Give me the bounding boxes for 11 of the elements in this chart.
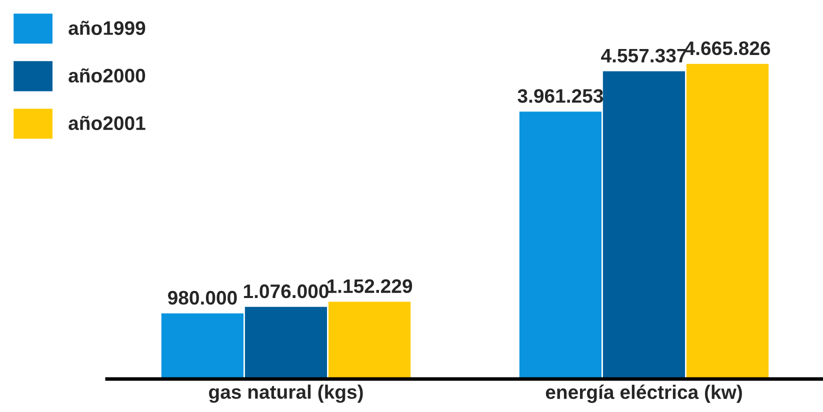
legend-label: año2000 — [68, 68, 146, 83]
x-tick-label: energía eléctrica (kw) — [546, 384, 742, 403]
data-label: 4.665.826 — [684, 41, 770, 56]
legend-label: año2001 — [68, 116, 146, 130]
data-label: 1.152.229 — [328, 279, 412, 294]
data-label: 1.076.000 — [244, 284, 328, 298]
legend-label: año1999 — [68, 20, 146, 35]
data-label: 980.000 — [168, 290, 237, 305]
x-tick-label: gas natural (kgs) — [209, 384, 363, 403]
data-label: 4.557.337 — [601, 48, 686, 63]
data-label: 3.961.253 — [518, 89, 604, 103]
